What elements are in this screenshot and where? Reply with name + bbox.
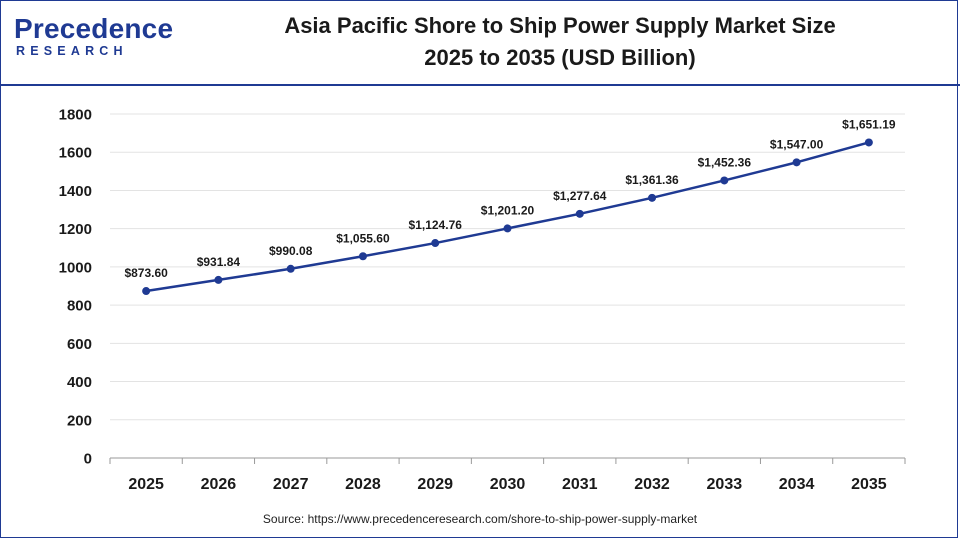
y-tick-label: 1200 bbox=[59, 221, 92, 238]
y-tick-label: 0 bbox=[84, 451, 92, 468]
x-tick-label: 2027 bbox=[273, 476, 309, 493]
y-tick-label: 1000 bbox=[59, 259, 92, 276]
chart-title-line-2: 2025 to 2035 (USD Billion) bbox=[424, 45, 696, 70]
data-point bbox=[792, 158, 801, 167]
x-tick-label: 2031 bbox=[562, 476, 598, 493]
header-divider bbox=[0, 84, 960, 86]
x-tick-label: 2035 bbox=[851, 476, 887, 493]
x-tick-label: 2029 bbox=[417, 476, 453, 493]
data-label: $990.08 bbox=[269, 244, 313, 258]
y-tick-label: 1800 bbox=[59, 107, 92, 124]
logo-wordmark: Precedence bbox=[14, 13, 174, 44]
data-point bbox=[503, 224, 512, 233]
data-label: $1,277.64 bbox=[553, 189, 607, 203]
data-point bbox=[648, 193, 657, 202]
data-point bbox=[864, 138, 873, 147]
data-label: $1,361.36 bbox=[625, 173, 679, 187]
data-label: $1,124.76 bbox=[409, 218, 463, 232]
x-tick-label: 2030 bbox=[490, 476, 526, 493]
x-tick-label: 2033 bbox=[707, 476, 743, 493]
data-point bbox=[720, 176, 729, 185]
chart-title: Asia Pacific Shore to Ship Power Supply … bbox=[210, 10, 910, 74]
precedence-research-logo: Precedence RESEARCH bbox=[14, 14, 173, 64]
data-label: $873.60 bbox=[124, 266, 168, 280]
y-tick-label: 600 bbox=[67, 336, 92, 353]
data-label: $931.84 bbox=[197, 255, 241, 269]
data-point bbox=[286, 264, 295, 273]
data-label: $1,651.19 bbox=[842, 117, 896, 131]
line-chart: 0 200 400 600 800 1000 1200 1400 1600 1800 2025 202… bbox=[59, 107, 906, 493]
y-tick-label: 1600 bbox=[59, 145, 92, 162]
data-label: $1,055.60 bbox=[336, 231, 390, 245]
x-tick-label: 2025 bbox=[128, 476, 164, 493]
source-note: Source: https://www.precedenceresearch.c… bbox=[262, 512, 698, 526]
logo-subtitle: RESEARCH bbox=[16, 44, 128, 58]
data-point bbox=[431, 239, 440, 248]
data-point bbox=[214, 275, 223, 284]
data-point bbox=[575, 209, 584, 218]
chart-title-line-1: Asia Pacific Shore to Ship Power Supply … bbox=[284, 13, 836, 38]
header: Precedence RESEARCH Asia Pacific Shore t… bbox=[0, 0, 960, 84]
y-tick-label: 800 bbox=[67, 298, 92, 315]
y-tick-label: 200 bbox=[67, 412, 92, 429]
x-tick-label: 2026 bbox=[201, 476, 237, 493]
y-tick-label: 1400 bbox=[59, 183, 92, 200]
data-label: $1,547.00 bbox=[770, 137, 824, 151]
x-tick-label: 2034 bbox=[779, 476, 815, 493]
y-tick-label: 400 bbox=[67, 374, 92, 391]
data-point bbox=[142, 287, 151, 296]
data-label: $1,201.20 bbox=[481, 203, 535, 217]
x-tick-label: 2028 bbox=[345, 476, 381, 493]
data-label: $1,452.36 bbox=[698, 155, 752, 169]
x-tick-label: 2032 bbox=[634, 476, 670, 493]
data-point bbox=[358, 252, 367, 261]
